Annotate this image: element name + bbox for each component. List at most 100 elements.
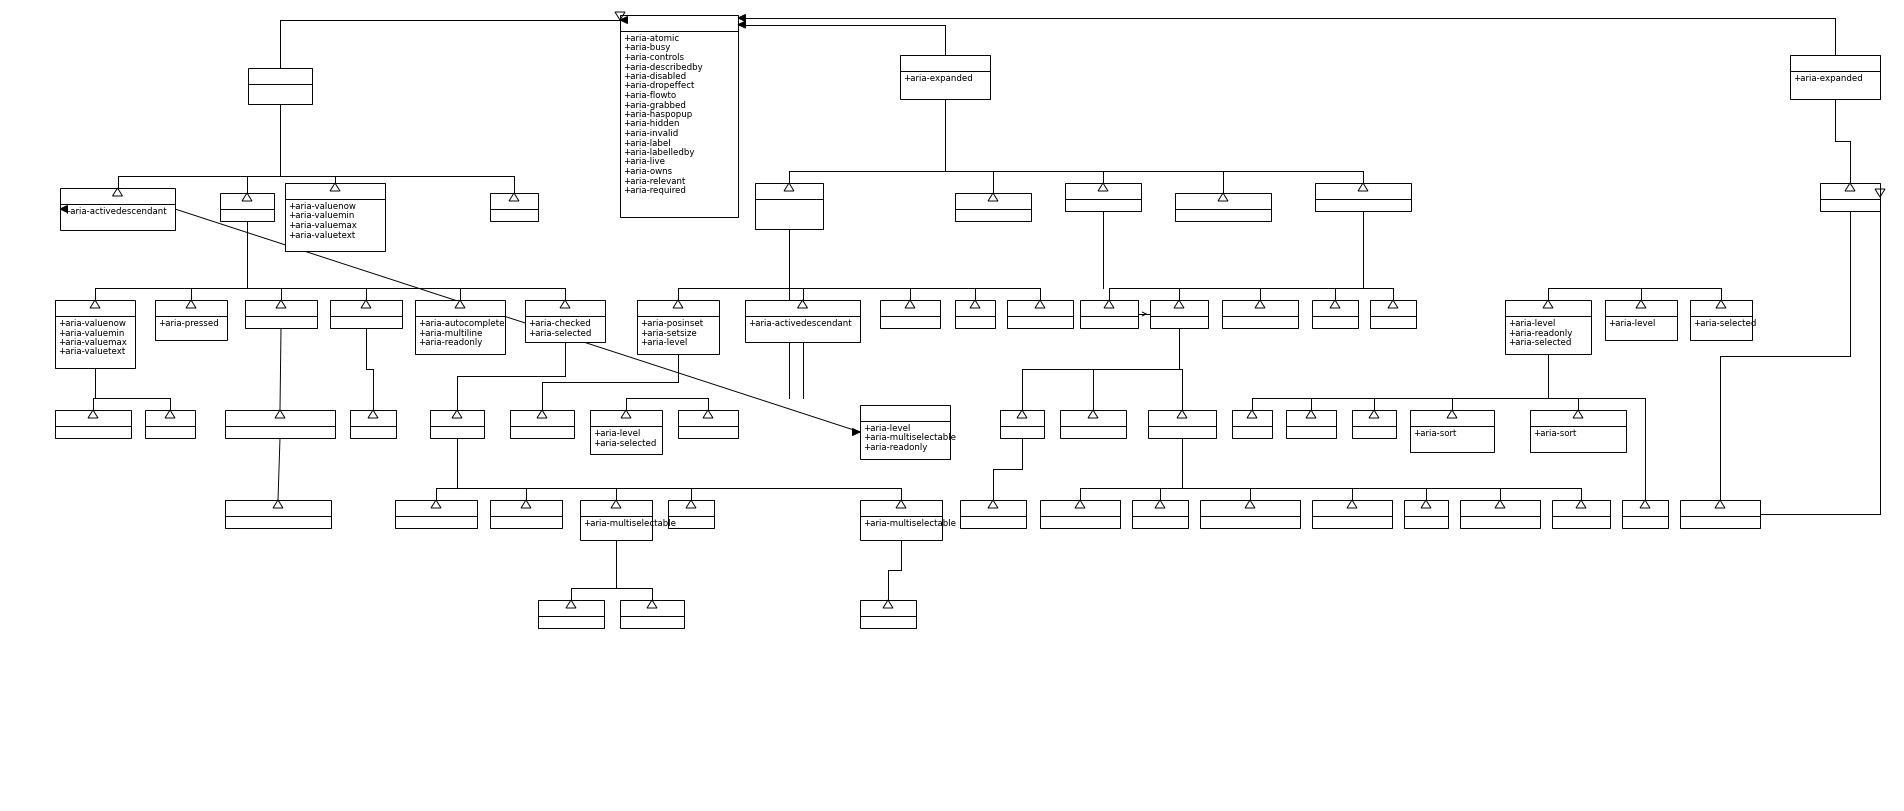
Bar [225, 410, 335, 438]
Bar [621, 600, 684, 628]
Text: +aria-haspopup: +aria-haspopup [623, 110, 693, 119]
Bar [638, 300, 720, 354]
Bar [329, 300, 402, 328]
Bar [1285, 410, 1337, 438]
Text: +aria-required: +aria-required [623, 186, 685, 195]
Text: +aria-multiline: +aria-multiline [419, 328, 482, 337]
Text: +aria-owns: +aria-owns [623, 167, 672, 176]
Text: +aria-readonly: +aria-readonly [419, 338, 482, 347]
Polygon shape [739, 21, 746, 28]
Text: +aria-selected: +aria-selected [1693, 319, 1755, 328]
Polygon shape [853, 428, 861, 436]
Text: +aria-level: +aria-level [1508, 319, 1556, 328]
Bar [861, 500, 942, 540]
Text: +aria-level: +aria-level [592, 429, 640, 438]
Bar [960, 500, 1026, 528]
Text: +aria-live: +aria-live [623, 157, 664, 166]
Bar [1691, 300, 1752, 340]
Bar [55, 300, 135, 368]
Text: +aria-valuenow: +aria-valuenow [288, 202, 356, 211]
Bar [1820, 183, 1879, 211]
Text: +aria-busy: +aria-busy [623, 44, 670, 53]
Text: +aria-valuemin: +aria-valuemin [57, 328, 124, 337]
Text: +aria-relevant: +aria-relevant [623, 177, 685, 186]
Bar [350, 410, 396, 438]
Bar [154, 300, 227, 340]
Bar [489, 193, 539, 221]
Text: +aria-grabbed: +aria-grabbed [623, 101, 685, 109]
Text: +aria-level: +aria-level [1609, 319, 1655, 328]
Bar [861, 405, 950, 459]
Text: +aria-hidden: +aria-hidden [623, 119, 680, 128]
Bar [678, 410, 739, 438]
Bar [489, 500, 562, 528]
Text: +aria-invalid: +aria-invalid [623, 129, 678, 138]
Text: +aria-describedby: +aria-describedby [623, 62, 703, 71]
Bar [861, 600, 916, 628]
Bar [1312, 300, 1358, 328]
Bar [1403, 500, 1449, 528]
Bar [1222, 300, 1299, 328]
Bar [1679, 500, 1759, 528]
Bar [880, 300, 941, 328]
Bar [901, 55, 990, 99]
Bar [956, 193, 1030, 221]
Text: +aria-multiselectable: +aria-multiselectable [863, 434, 956, 443]
Polygon shape [61, 205, 67, 212]
Bar [1371, 300, 1417, 328]
Bar [221, 193, 274, 221]
Text: +aria-controls: +aria-controls [623, 53, 684, 62]
Text: +aria-sort: +aria-sort [1413, 429, 1457, 438]
Text: +aria-level: +aria-level [640, 338, 687, 347]
Text: +aria-valuemax: +aria-valuemax [57, 338, 128, 347]
Text: +aria-atomic: +aria-atomic [623, 34, 680, 43]
Bar [225, 500, 331, 528]
Bar [1000, 410, 1043, 438]
Bar [415, 300, 505, 354]
Bar [1150, 300, 1207, 328]
Bar [1148, 410, 1217, 438]
Text: +aria-selected: +aria-selected [527, 328, 592, 337]
Bar [581, 500, 651, 540]
Bar [1605, 300, 1677, 340]
Text: +aria-readonly: +aria-readonly [863, 443, 927, 452]
Bar [1133, 500, 1188, 528]
Text: +aria-valuetext: +aria-valuetext [57, 347, 126, 357]
Bar [1552, 500, 1611, 528]
Text: +aria-expanded: +aria-expanded [1794, 74, 1862, 83]
Bar [55, 410, 131, 438]
Bar [1232, 410, 1272, 438]
Text: +aria-selected: +aria-selected [592, 439, 657, 448]
Text: +aria-sort: +aria-sort [1533, 429, 1577, 438]
Bar [1790, 55, 1879, 99]
Bar [248, 68, 312, 104]
Bar [1312, 500, 1392, 528]
Bar [1622, 500, 1668, 528]
Text: +aria-expanded: +aria-expanded [902, 74, 973, 83]
Bar [1080, 300, 1139, 328]
Bar [744, 300, 861, 342]
Bar [286, 183, 385, 251]
Bar [1040, 500, 1120, 528]
Text: +aria-autocomplete: +aria-autocomplete [419, 319, 505, 328]
Bar [621, 15, 739, 217]
Text: +aria-activedescendant: +aria-activedescendant [748, 319, 851, 328]
Polygon shape [739, 15, 746, 22]
Bar [1504, 300, 1592, 354]
Text: +aria-valuemax: +aria-valuemax [288, 221, 356, 230]
Text: +aria-checked: +aria-checked [527, 319, 590, 328]
Text: +aria-pressed: +aria-pressed [158, 319, 219, 328]
Text: +aria-selected: +aria-selected [1508, 338, 1571, 347]
Bar [510, 410, 573, 438]
Bar [1352, 410, 1396, 438]
Text: +aria-flowto: +aria-flowto [623, 91, 676, 100]
Text: +aria-disabled: +aria-disabled [623, 72, 685, 81]
Text: +aria-labelledby: +aria-labelledby [623, 148, 695, 157]
Bar [394, 500, 478, 528]
Text: +aria-multiselectable: +aria-multiselectable [583, 519, 676, 528]
Bar [145, 410, 194, 438]
Text: +aria-valuemin: +aria-valuemin [288, 212, 354, 221]
Bar [1061, 410, 1125, 438]
Bar [1316, 183, 1411, 211]
Text: +aria-label: +aria-label [623, 139, 670, 148]
